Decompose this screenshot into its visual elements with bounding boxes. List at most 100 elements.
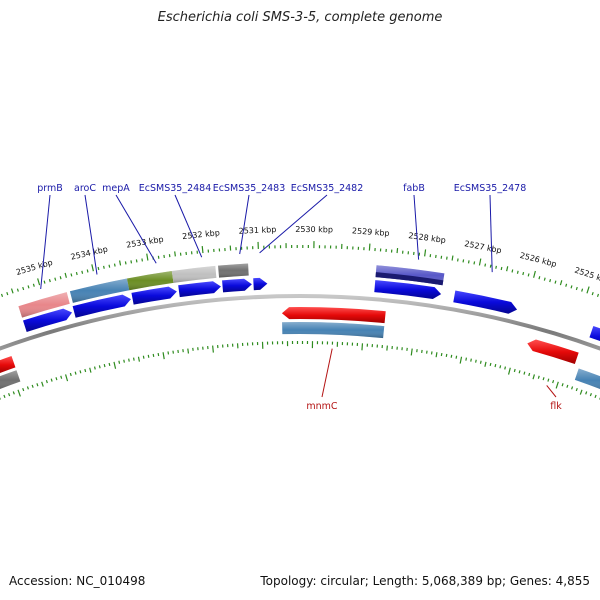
ruler-tick — [489, 362, 492, 367]
gene-arrow-forward[interactable] — [374, 280, 442, 299]
ruler-tick-label: 2530 kbp — [295, 225, 333, 235]
ruler-tick — [547, 378, 550, 382]
ruler-tick — [542, 377, 545, 381]
ruler-tick — [479, 360, 482, 364]
gene-label-forward[interactable]: aroC — [74, 183, 96, 194]
gene-arrow-reverse[interactable] — [281, 307, 386, 324]
ruler-tick — [36, 383, 39, 387]
ruler-tick — [575, 286, 578, 291]
gene-arrow-forward[interactable] — [253, 277, 268, 291]
gene-tracks — [0, 277, 600, 374]
ruler-tick — [70, 273, 73, 277]
ruler-tick — [45, 380, 48, 384]
ruler-tick — [459, 356, 463, 364]
ruler-tick — [478, 258, 482, 266]
ruler-tick — [55, 377, 58, 381]
backbone — [0, 294, 600, 351]
ruler-tick — [489, 264, 492, 268]
gene-label-forward[interactable]: fabB — [403, 183, 425, 194]
ruler-tick — [12, 391, 15, 395]
accession-text: Accession: NC_010498 — [9, 574, 146, 588]
gene-arrow-forward[interactable] — [222, 278, 252, 293]
ruler-tick-label: 2533 kbp — [126, 235, 165, 250]
ruler-tick — [91, 264, 94, 272]
ruler-tick — [528, 372, 531, 377]
ruler-tick — [119, 260, 122, 266]
gene-label-forward[interactable]: EcSMS35_2478 — [454, 183, 527, 194]
ruler-tick-label: 2526 kbp — [519, 251, 558, 269]
ruler-tick — [522, 271, 525, 276]
ruler-tick — [554, 280, 557, 284]
ruler-tick — [589, 393, 592, 397]
label-leader-line — [84, 194, 98, 275]
gene-label-forward[interactable]: prmB — [37, 183, 63, 194]
ruler-tick — [22, 387, 25, 392]
gene-arrow-forward[interactable] — [131, 286, 177, 305]
ruler-tick — [565, 283, 568, 287]
ruler-tick — [147, 354, 150, 358]
ruler-tick — [499, 365, 502, 369]
label-leader-line — [489, 194, 493, 273]
gene-arrow-forward[interactable] — [72, 294, 131, 318]
ruler-tick — [484, 263, 487, 267]
ruler-tick-label: 2532 kbp — [182, 228, 220, 241]
ruler-tick — [141, 258, 144, 262]
ruler-tick — [26, 386, 29, 390]
ruler-tick — [10, 288, 14, 294]
ruler-tick — [37, 278, 41, 286]
ruler-tick — [103, 364, 106, 368]
ruler-tick — [504, 366, 507, 370]
gene-arrow-forward[interactable] — [589, 325, 600, 347]
feature-bar-forward-inner — [375, 272, 444, 286]
gene-arrow-forward[interactable] — [453, 290, 518, 314]
ruler-tick — [386, 345, 388, 351]
gene-arrow-reverse[interactable] — [527, 339, 579, 365]
ruler-tick — [152, 353, 155, 357]
ruler-tick — [533, 270, 536, 278]
ruler-tick — [424, 249, 427, 257]
label-leader-line — [174, 194, 203, 258]
ruler-tick — [6, 291, 9, 296]
label-leader-line — [115, 194, 157, 264]
label-leader-line — [259, 194, 328, 254]
gene-label-forward[interactable]: mepA — [102, 183, 130, 194]
ruler-tick — [594, 394, 597, 399]
ruler-tick — [97, 266, 100, 271]
ruler-tick-label: 2531 kbp — [238, 225, 276, 236]
ruler-tick — [74, 371, 77, 375]
ruler-tick — [467, 260, 470, 264]
label-leader-line — [40, 194, 51, 290]
ruler-tick — [532, 374, 535, 380]
ruler-tick — [456, 258, 459, 262]
ruler-tick — [86, 269, 89, 273]
ruler-tick — [591, 291, 594, 296]
ruler-tick-label: 2527 kbp — [464, 239, 503, 255]
ruler-tick — [440, 352, 443, 357]
ruler-tick — [361, 343, 364, 351]
ruler-tick — [60, 375, 63, 379]
ruler-tick — [3, 394, 6, 399]
gene-arrow-forward[interactable] — [22, 308, 73, 332]
ruler-tick — [103, 265, 105, 269]
map-title: Escherichia coli SMS-3-5, complete genom… — [157, 10, 443, 25]
ruler-tick — [527, 273, 530, 277]
gene-label-forward[interactable]: EcSMS35_2482 — [291, 183, 364, 194]
ruler-tick — [523, 371, 526, 375]
ruler-tick — [41, 381, 44, 387]
ruler-tick — [174, 251, 176, 257]
gene-arrow-reverse[interactable] — [0, 356, 16, 374]
gene-arrow-forward[interactable] — [178, 281, 221, 298]
ruler-tick — [538, 276, 541, 280]
ruler-tick — [581, 288, 584, 292]
label-leader-line — [239, 194, 250, 255]
ruler-tick — [435, 352, 438, 358]
gene-label-reverse[interactable]: mnmC — [306, 401, 338, 412]
gene-label-forward[interactable]: EcSMS35_2484 — [139, 183, 212, 194]
ruler-tick — [98, 365, 101, 369]
ruler-tick — [549, 279, 552, 283]
gene-label-forward[interactable]: EcSMS35_2483 — [213, 183, 286, 194]
label-leader-line — [321, 348, 333, 398]
gene-label-reverse[interactable]: flk — [550, 401, 562, 412]
ruler-tick — [16, 288, 19, 292]
